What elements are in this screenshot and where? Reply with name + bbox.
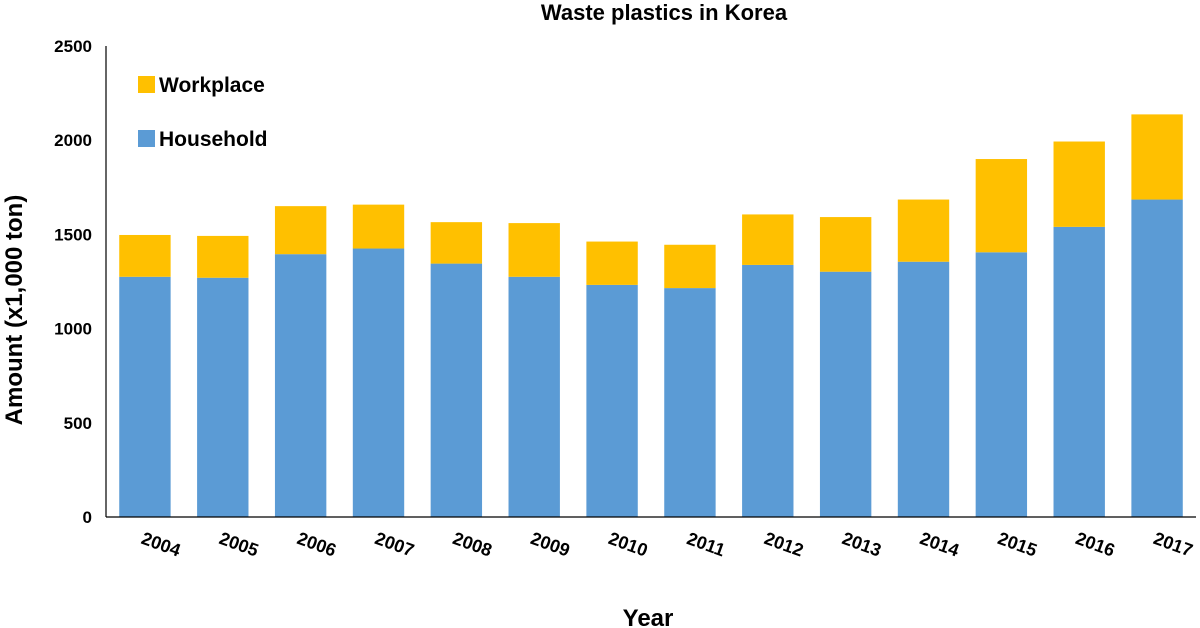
x-tick-label-2009: 2009 — [528, 528, 572, 560]
bar-workplace-2009 — [508, 223, 560, 277]
legend-swatch-household — [138, 130, 155, 147]
bar-workplace-2012 — [742, 214, 794, 265]
y-tick-label-1000: 1000 — [54, 320, 92, 339]
bar-workplace-2011 — [664, 244, 716, 289]
bar-workplace-2008 — [430, 222, 483, 264]
y-axis-label: Amount (x1,000 ton) — [1, 195, 28, 426]
x-axis-label: Year — [623, 605, 674, 628]
bar-household-2005 — [197, 277, 249, 517]
bar-household-2008 — [430, 263, 483, 517]
legend: Workplace Household — [138, 74, 268, 151]
bar-household-2017 — [1131, 199, 1183, 518]
bar-household-2007 — [352, 248, 405, 517]
bar-household-2012 — [742, 264, 794, 517]
x-tick-label-2004: 2004 — [139, 528, 183, 560]
bar-household-2014 — [897, 261, 950, 517]
bar-workplace-2017 — [1131, 114, 1183, 200]
x-tick-label-2017: 2017 — [1151, 528, 1195, 560]
x-tick-label-2012: 2012 — [762, 528, 806, 560]
x-tick-label-2013: 2013 — [839, 528, 883, 560]
x-tick-label-2008: 2008 — [450, 528, 494, 560]
bar-household-2006 — [274, 254, 327, 517]
bar-workplace-2015 — [975, 159, 1028, 253]
bar-workplace-2006 — [274, 206, 327, 255]
bar-workplace-2005 — [197, 235, 249, 278]
bar-workplace-2007 — [352, 204, 405, 249]
legend-swatch-workplace — [138, 76, 155, 93]
axes — [105, 46, 1196, 518]
x-tick-label-2016: 2016 — [1073, 528, 1117, 560]
x-tick-label-2011: 2011 — [684, 528, 728, 560]
y-tick-label-2000: 2000 — [54, 131, 92, 150]
bar-household-2010 — [586, 284, 638, 517]
legend-label-household: Household — [159, 128, 268, 151]
x-tick-labels: 2004 2005 2006 2007 2008 2009 2010 2011 2012 2013… — [139, 528, 1196, 560]
bar-household-2009 — [508, 276, 560, 517]
x-tick-label-2006: 2006 — [294, 528, 338, 560]
y-tick-label-500: 500 — [64, 414, 92, 433]
x-tick-label-2015: 2015 — [995, 528, 1039, 560]
y-tick-label-2500: 2500 — [54, 37, 92, 56]
bar-workplace-2013 — [819, 217, 872, 272]
bar-household-2015 — [975, 252, 1028, 518]
bar-workplace-2014 — [897, 199, 950, 262]
bar-household-2011 — [664, 288, 716, 517]
chart-title: Waste plastics in Korea — [541, 0, 788, 25]
bar-workplace-2010 — [586, 241, 638, 285]
legend-label-workplace: Workplace — [159, 74, 265, 97]
x-tick-label-2005: 2005 — [217, 528, 261, 560]
y-tick-label-0: 0 — [83, 508, 92, 527]
x-tick-label-2010: 2010 — [606, 528, 650, 560]
x-tick-label-2007: 2007 — [372, 528, 416, 560]
bar-household-2004 — [119, 276, 171, 517]
y-tick-labels: 0 500 1000 1500 2000 2500 — [54, 37, 92, 527]
bar-household-2016 — [1053, 226, 1105, 518]
bar-workplace-2004 — [119, 234, 171, 277]
bars-layer — [119, 114, 1183, 518]
x-tick-label-2014: 2014 — [917, 528, 961, 560]
bar-household-2013 — [819, 271, 872, 517]
bar-workplace-2016 — [1053, 141, 1105, 227]
y-tick-label-1500: 1500 — [54, 225, 92, 244]
